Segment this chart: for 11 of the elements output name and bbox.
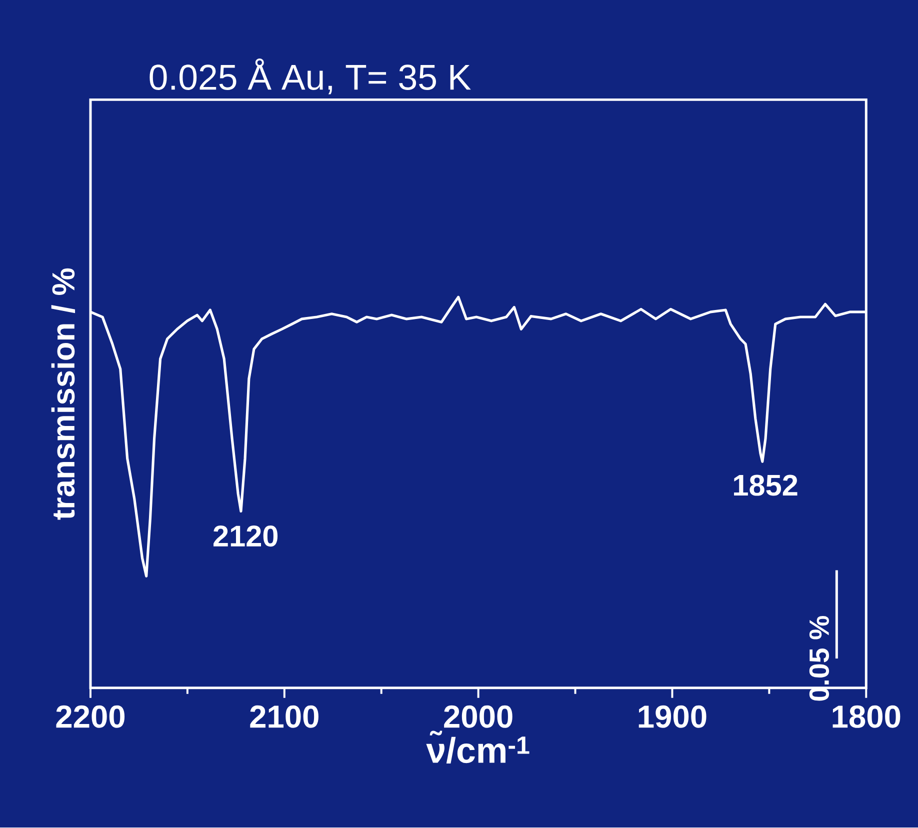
annotation: 0.05 % [809,616,830,701]
x-tick-label: 2100 [250,706,318,728]
x-tick-label: 2200 [56,706,125,728]
annotation: 2120 [214,526,278,547]
x-tick-label: 1800 [832,706,900,728]
y-axis-title: transmission / % [51,268,76,520]
x-axis-title: ν̃/cm$^{-1}$ [426,730,530,764]
annotation: 1852 [734,474,798,496]
x-tick-label: 2000 [444,706,512,728]
chart-title: 0.025 Å Au, T= 35 K [150,58,471,94]
x-tick-label: 1900 [638,706,706,728]
